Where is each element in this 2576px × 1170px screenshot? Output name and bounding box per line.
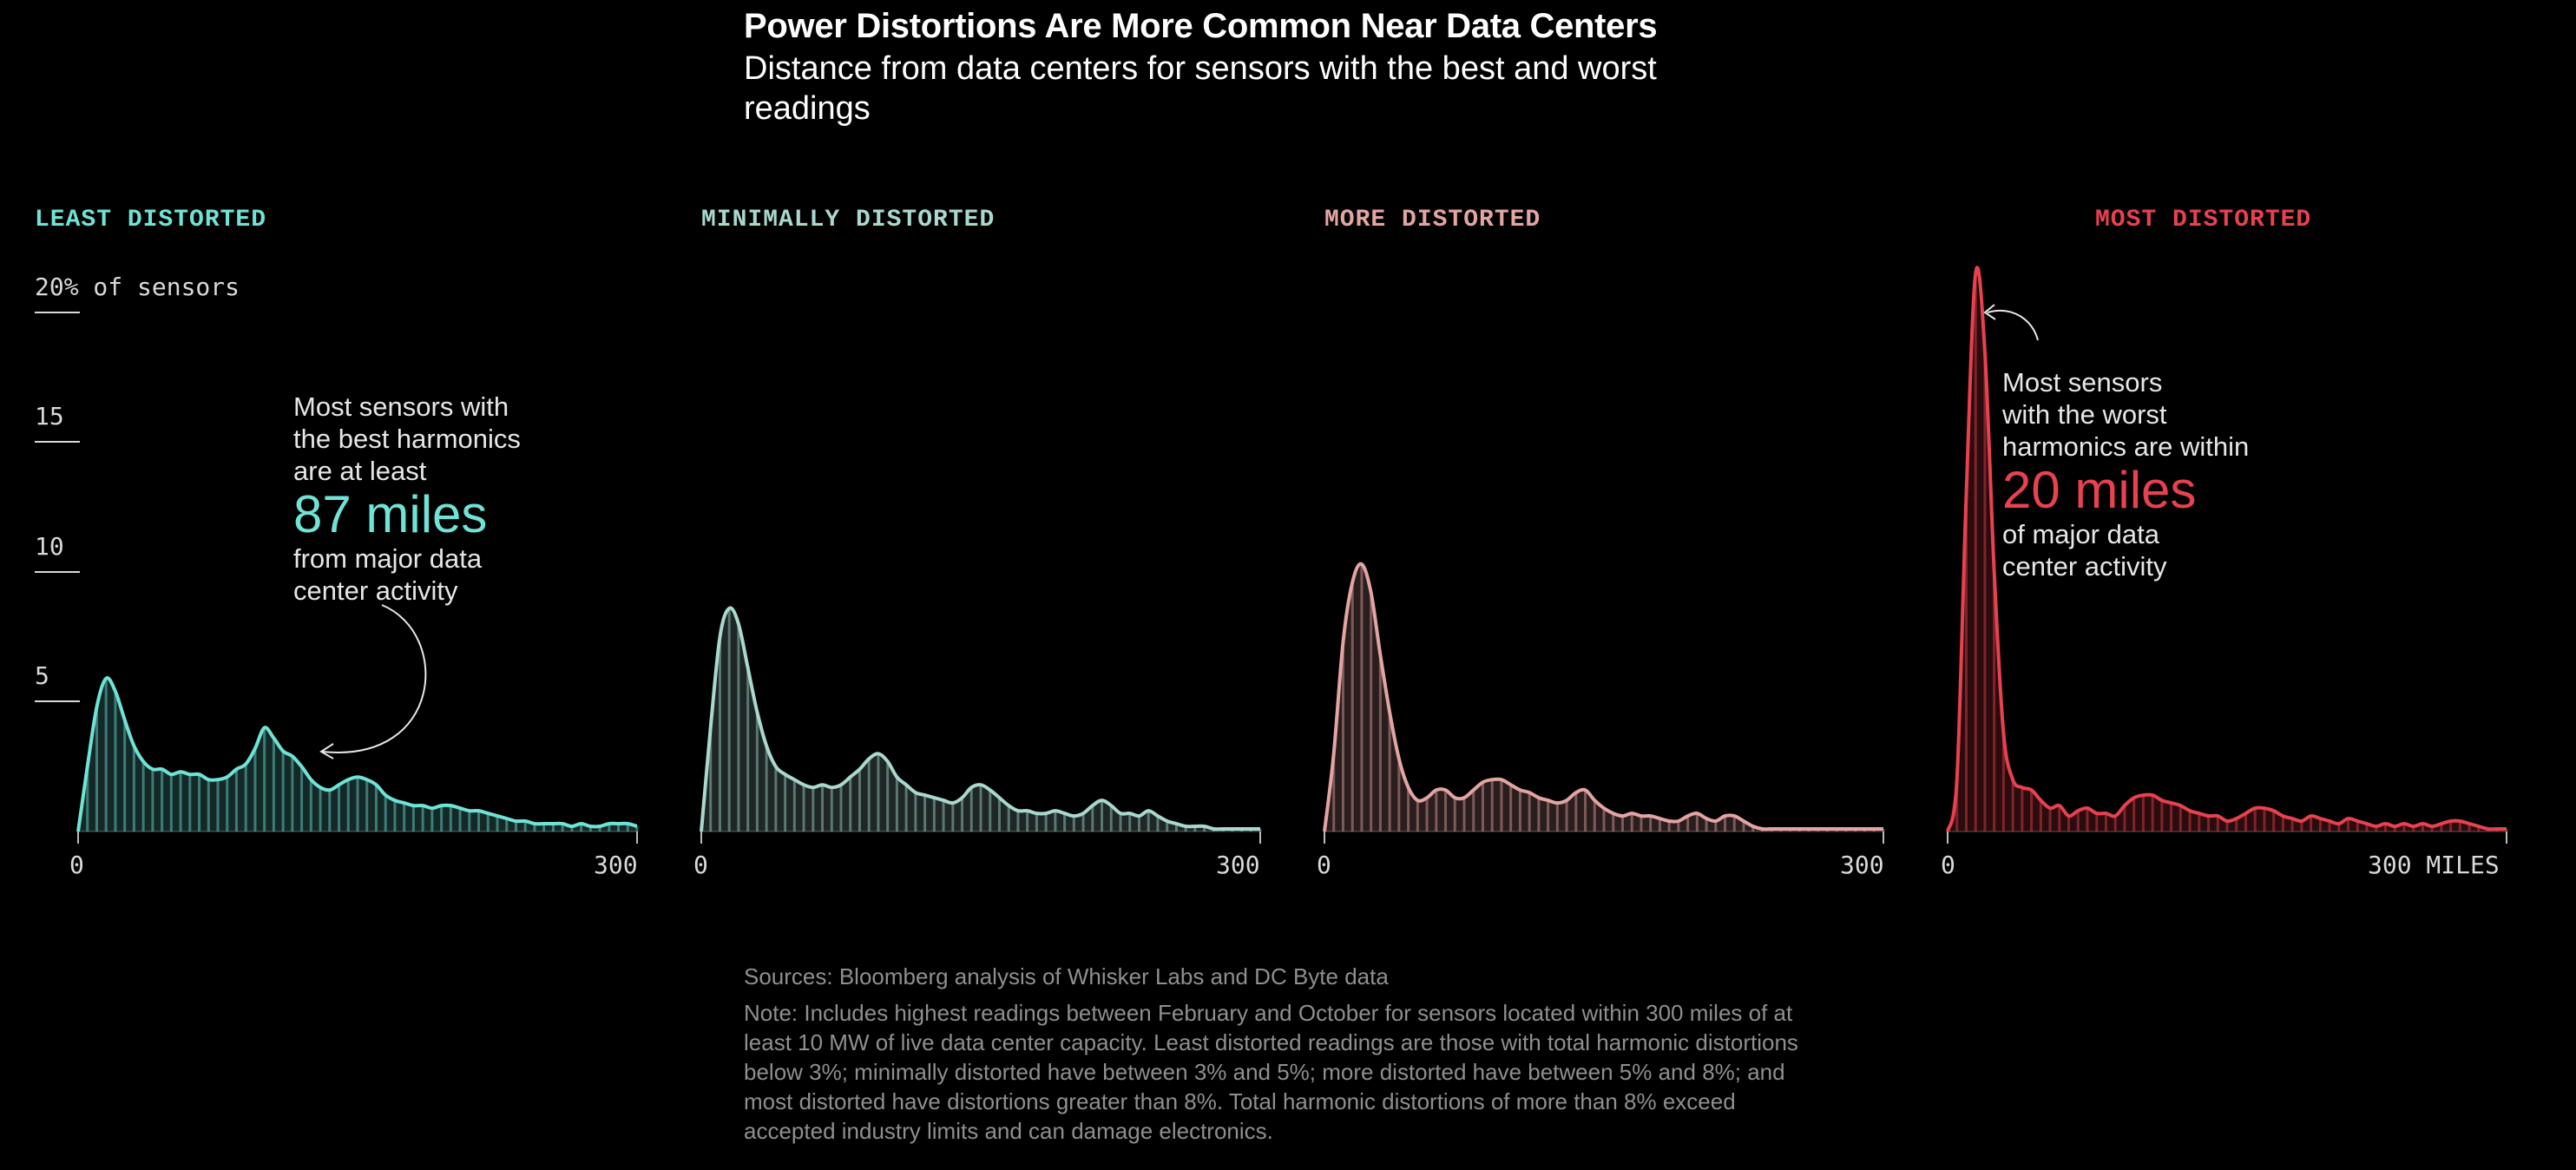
- panel-least: [76, 676, 639, 844]
- annotation-most: Most sensors with the worst harmonics ar…: [2002, 366, 2249, 582]
- x-tick-300-most: 300 MILES: [2368, 851, 2500, 879]
- x-tick-300-minimally: 300: [1216, 851, 1260, 879]
- annotation-least-line4: from major data: [293, 543, 483, 574]
- annotation-most-line5: center activity: [2002, 551, 2167, 582]
- x-tick-0-most: 0: [1941, 851, 1955, 879]
- annotation-arrow-most-head: [1983, 304, 1996, 320]
- annotation-least-value: 87 miles: [293, 485, 488, 543]
- annotation-most-line2: with the worst: [2002, 399, 2167, 430]
- area-most: [1948, 273, 2507, 832]
- area-least: [78, 678, 637, 831]
- x-tick-300-least: 300: [594, 851, 638, 879]
- annotation-most-line3: harmonics are within: [2002, 431, 2250, 462]
- panel-minimally: [700, 606, 1262, 844]
- annotation-arrow-least: [322, 604, 427, 753]
- y-tick-label-20: 20% of sensors: [35, 273, 240, 301]
- area-more: [1324, 564, 1883, 831]
- series-line-minimally: [700, 606, 1260, 832]
- y-tick-label-15: 15: [35, 402, 64, 431]
- y-tick-line-5: [35, 700, 80, 702]
- panel-title-most: MOST DISTORTED: [2095, 207, 2312, 233]
- panel-title-more: MORE DISTORTED: [1324, 207, 1541, 233]
- chart-title: Power Distortions Are More Common Near D…: [744, 7, 1658, 45]
- annotation-most-line4: of major data: [2002, 519, 2159, 549]
- x-tick-0-least: 0: [69, 851, 84, 879]
- annotation-least-line2: the best harmonics: [293, 424, 521, 454]
- annotation-least-line3: are at least: [293, 456, 427, 486]
- footer-note: Note: Includes highest readings between …: [744, 1000, 1798, 1144]
- area-minimally: [701, 608, 1260, 831]
- annotation-least-line1: Most sensors with: [293, 391, 509, 422]
- annotation-least-line5: center activity: [293, 575, 458, 606]
- chart-header: Power Distortions Are More Common Near D…: [744, 5, 1785, 128]
- y-tick-line-15: [35, 441, 80, 443]
- chart-subtitle: Distance from data centers for sensors w…: [744, 50, 1657, 127]
- panel-more: [1323, 562, 1885, 844]
- panel-title-least: LEAST DISTORTED: [35, 207, 267, 233]
- panel-title-minimally: MINIMALLY DISTORTED: [701, 207, 996, 233]
- x-tick-300-more: 300: [1840, 851, 1884, 879]
- annotation-most-line1: Most sensors: [2002, 367, 2163, 398]
- series-line-least: [76, 676, 638, 832]
- y-tick-label-5: 5: [35, 661, 49, 690]
- annotation-most-value: 20 miles: [2002, 461, 2197, 519]
- series-line-most: [1946, 266, 2507, 832]
- series-line-more: [1323, 562, 1883, 832]
- x-tick-0-more: 0: [1317, 851, 1331, 879]
- y-tick-line-10: [35, 571, 80, 573]
- y-tick-line-20: [35, 312, 80, 313]
- y-tick-label-10: 10: [35, 532, 64, 561]
- panel-most: [1946, 266, 2508, 844]
- annotation-least: Most sensors with the best harmonics are…: [293, 391, 521, 607]
- footer-sources: Sources: Bloomberg analysis of Whisker L…: [744, 963, 1389, 989]
- x-tick-0-minimally: 0: [693, 851, 708, 879]
- annotation-arrow-least-head: [319, 743, 334, 759]
- footer: Sources: Bloomberg analysis of Whisker L…: [744, 962, 1811, 1146]
- annotation-arrow-most: [1987, 309, 2039, 341]
